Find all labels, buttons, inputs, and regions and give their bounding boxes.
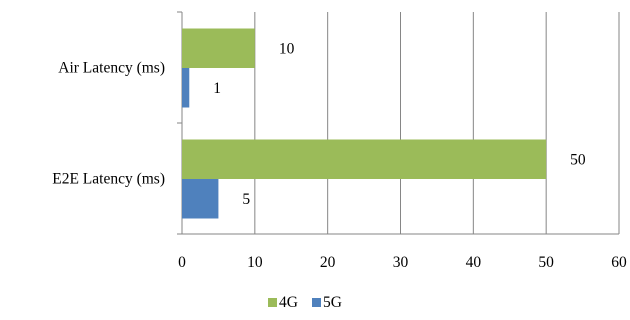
x-tick-label: 40 xyxy=(466,254,482,271)
category-labels: Air Latency (ms) E2E Latency (ms) xyxy=(52,60,165,188)
category-label: Air Latency (ms) xyxy=(58,60,165,77)
x-tick-label: 20 xyxy=(320,254,336,271)
x-tick-label: 30 xyxy=(393,254,409,271)
legend-label-5g: 5G xyxy=(323,294,342,311)
data-label: 10 xyxy=(279,40,295,57)
legend-swatch-4g xyxy=(268,298,277,307)
bar-5g-1 xyxy=(182,68,190,108)
value-axis: 0 10 20 30 40 50 60 xyxy=(177,11,627,271)
x-tick-label: 60 xyxy=(611,254,627,271)
x-tick-label: 50 xyxy=(538,254,554,271)
x-tick-label: 10 xyxy=(247,254,263,271)
bar-4g-1 xyxy=(182,28,255,68)
bar-4g-2 xyxy=(182,139,547,179)
data-labels: 10 1 50 5 xyxy=(213,40,586,208)
data-label: 1 xyxy=(213,80,221,97)
category-label: E2E Latency (ms) xyxy=(52,171,165,188)
x-tick-label: 0 xyxy=(178,254,186,271)
legend-label-4g: 4G xyxy=(279,294,298,311)
data-label: 5 xyxy=(242,191,250,208)
legend: 4G 5G xyxy=(268,294,342,311)
data-label: 50 xyxy=(570,151,586,168)
bars xyxy=(182,28,547,219)
bar-5g-2 xyxy=(182,179,219,219)
legend-swatch-5g xyxy=(312,298,321,307)
